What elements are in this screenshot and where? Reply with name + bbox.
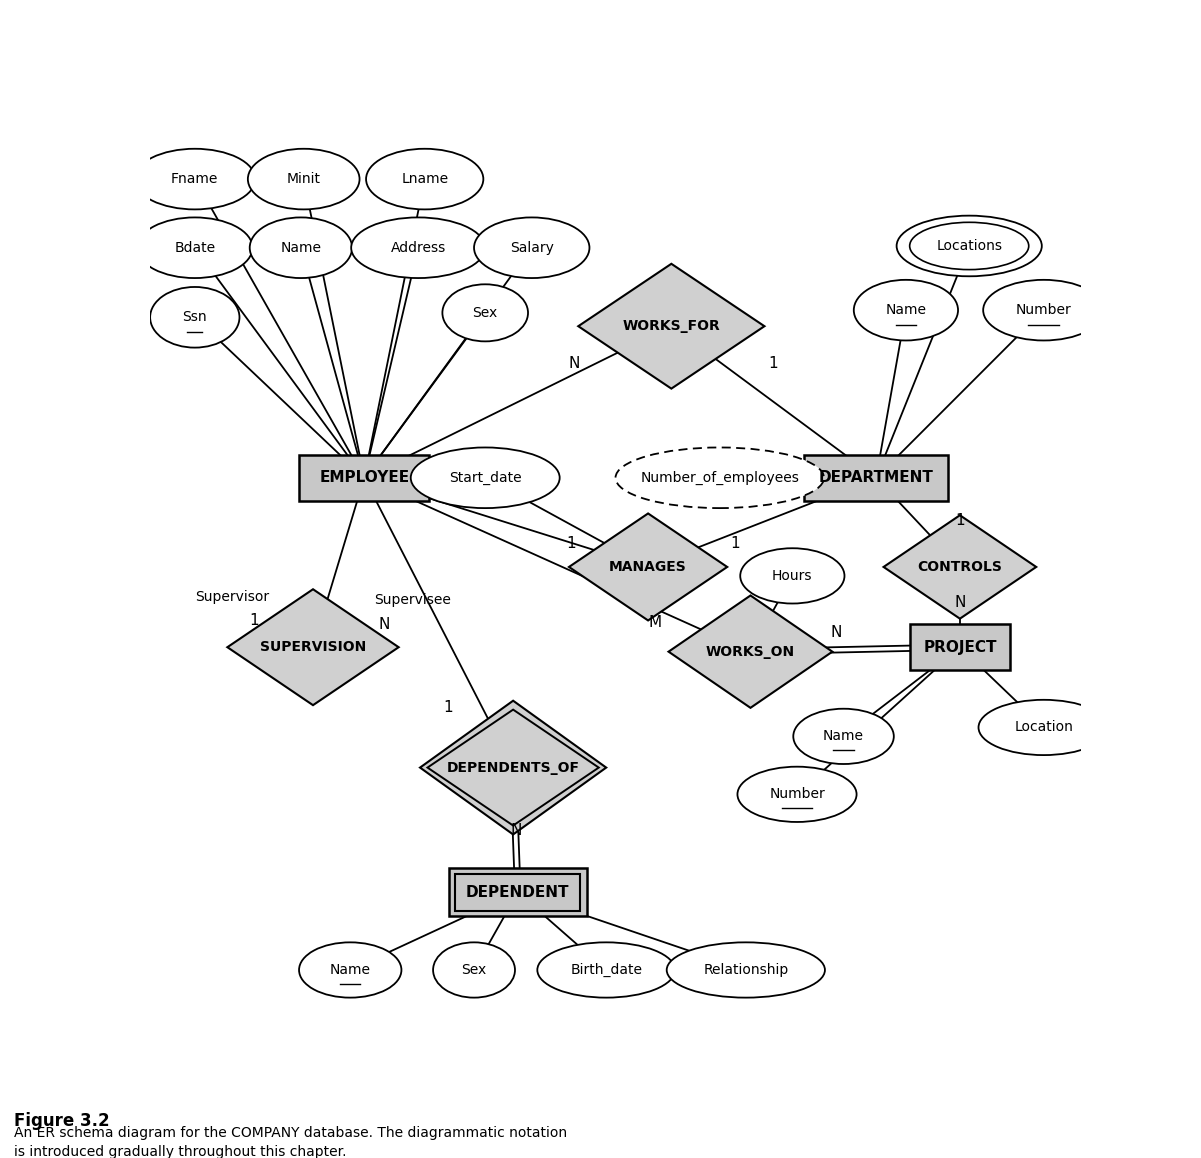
Ellipse shape [442, 285, 528, 342]
Ellipse shape [135, 148, 256, 210]
Text: WORKS_FOR: WORKS_FOR [622, 320, 721, 334]
Text: DEPARTMENT: DEPARTMENT [819, 470, 933, 485]
Ellipse shape [984, 280, 1104, 340]
Text: Hours: Hours [772, 569, 813, 582]
Text: N: N [955, 595, 966, 610]
Ellipse shape [411, 447, 560, 508]
Ellipse shape [740, 548, 844, 603]
Ellipse shape [616, 447, 824, 508]
Text: SUPERVISION: SUPERVISION [259, 640, 366, 654]
Text: Lname: Lname [401, 173, 448, 186]
Text: PROJECT: PROJECT [924, 639, 997, 654]
Text: MANAGES: MANAGES [609, 560, 687, 574]
Text: EMPLOYEE: EMPLOYEE [319, 470, 410, 485]
Text: An ER schema diagram for the COMPANY database. The diagrammatic notation
is intr: An ER schema diagram for the COMPANY dat… [14, 1126, 568, 1158]
Ellipse shape [794, 709, 894, 764]
Text: Sex: Sex [472, 306, 498, 320]
Text: DEPENDENT: DEPENDENT [466, 885, 569, 900]
Polygon shape [227, 589, 399, 705]
Text: Location: Location [1014, 720, 1074, 734]
Ellipse shape [537, 943, 675, 998]
Text: Name: Name [823, 730, 864, 743]
Text: Figure 3.2: Figure 3.2 [14, 1112, 110, 1130]
Text: Locations: Locations [937, 239, 1002, 252]
Ellipse shape [351, 218, 485, 278]
Ellipse shape [434, 943, 515, 998]
Text: 1: 1 [767, 357, 777, 372]
Ellipse shape [667, 943, 825, 998]
Text: 1: 1 [730, 536, 740, 551]
Ellipse shape [897, 215, 1041, 277]
Ellipse shape [854, 280, 958, 340]
Ellipse shape [250, 218, 352, 278]
Text: N: N [569, 357, 580, 372]
Text: 1: 1 [250, 613, 259, 628]
Text: Supervisee: Supervisee [375, 593, 452, 607]
Text: Start_date: Start_date [449, 470, 521, 485]
Text: Number: Number [1016, 303, 1071, 317]
Text: Supervisor: Supervisor [195, 591, 269, 604]
Text: Sex: Sex [461, 963, 486, 977]
Ellipse shape [137, 218, 252, 278]
Polygon shape [579, 264, 765, 389]
Text: Relationship: Relationship [704, 963, 788, 977]
Text: WORKS_ON: WORKS_ON [706, 645, 795, 659]
FancyBboxPatch shape [449, 868, 586, 916]
Text: N: N [830, 624, 842, 639]
Polygon shape [569, 513, 728, 621]
Text: Birth_date: Birth_date [570, 963, 643, 977]
Ellipse shape [247, 148, 359, 210]
Text: N: N [510, 823, 521, 838]
Text: Name: Name [280, 241, 322, 255]
Ellipse shape [474, 218, 590, 278]
Text: Ssn: Ssn [183, 310, 207, 324]
Polygon shape [420, 701, 607, 835]
Text: Name: Name [330, 963, 371, 977]
FancyBboxPatch shape [909, 624, 1010, 670]
Ellipse shape [366, 148, 483, 210]
Text: Fname: Fname [171, 173, 219, 186]
Ellipse shape [150, 287, 239, 347]
Text: CONTROLS: CONTROLS [918, 560, 1003, 574]
Text: Address: Address [390, 241, 446, 255]
FancyBboxPatch shape [299, 455, 430, 501]
Text: Salary: Salary [509, 241, 554, 255]
Text: Number: Number [769, 787, 825, 801]
Text: M: M [649, 615, 662, 630]
Text: 1: 1 [566, 536, 575, 551]
Ellipse shape [979, 699, 1109, 755]
Ellipse shape [737, 767, 856, 822]
Text: Minit: Minit [287, 173, 321, 186]
Text: 1: 1 [955, 513, 964, 528]
Text: Number_of_employees: Number_of_employees [640, 470, 799, 485]
Text: Name: Name [885, 303, 926, 317]
Text: DEPENDENTS_OF: DEPENDENTS_OF [447, 761, 580, 775]
Text: 1: 1 [443, 701, 453, 716]
Text: N: N [380, 616, 390, 631]
Polygon shape [884, 515, 1036, 618]
Ellipse shape [299, 943, 401, 998]
Polygon shape [669, 595, 832, 708]
FancyBboxPatch shape [803, 455, 949, 501]
Text: Bdate: Bdate [174, 241, 215, 255]
